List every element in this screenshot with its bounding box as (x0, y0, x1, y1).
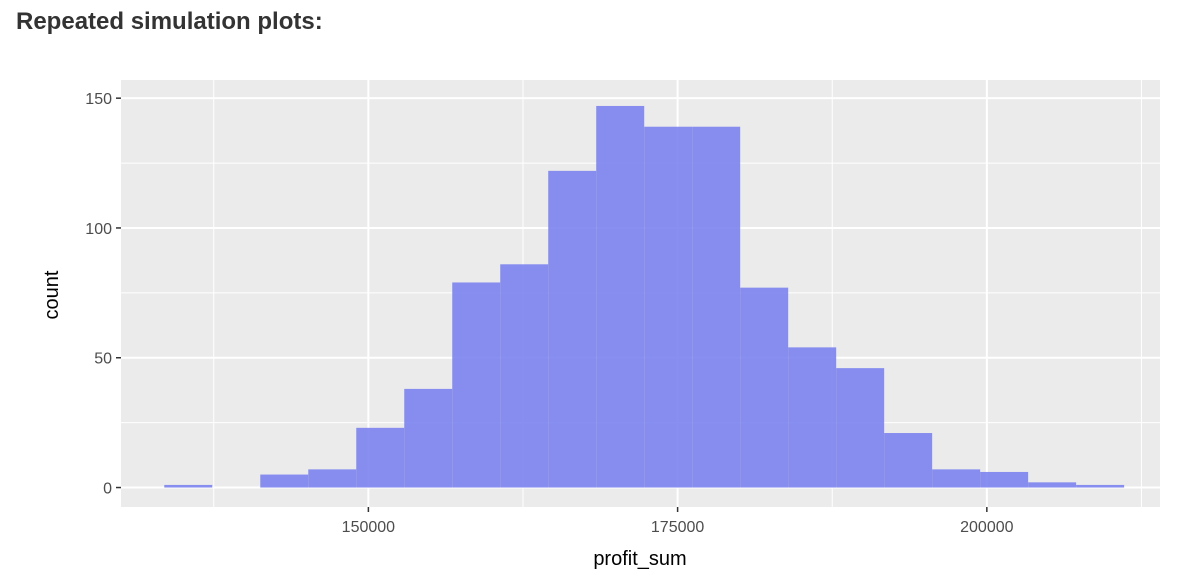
histogram-bar (692, 126, 741, 488)
x-tick-label: 200000 (960, 519, 1013, 536)
histogram-bar (356, 427, 405, 488)
histogram-bars (164, 105, 1125, 488)
histogram-bar (164, 484, 213, 488)
histogram-bar (308, 469, 357, 488)
histogram-bar (788, 347, 837, 488)
x-tick-label: 150000 (342, 519, 395, 536)
y-tick-label: 100 (85, 221, 112, 238)
histogram-bar (260, 474, 309, 488)
histogram-bar (1076, 484, 1125, 488)
axes: 150000 175000 200000 0 50 100 150 (85, 91, 1013, 536)
y-tick-label: 150 (85, 91, 112, 108)
x-axis-label: profit_sum (593, 548, 686, 570)
histogram-bar (980, 471, 1029, 488)
x-tick-label: 175000 (651, 519, 704, 536)
histogram-bar (836, 368, 885, 488)
histogram-bar (404, 388, 453, 488)
y-tick-label: 50 (94, 351, 112, 368)
y-axis-label: count (41, 270, 63, 319)
histogram-bar (740, 287, 789, 488)
histogram-bar (596, 105, 645, 488)
histogram-bar (884, 433, 933, 488)
histogram-bar (644, 126, 693, 488)
histogram-bar (500, 264, 549, 488)
histogram-bar (932, 469, 981, 488)
histogram-bar (452, 282, 501, 488)
histogram-bar (548, 170, 597, 488)
section-heading: Repeated simulation plots: (16, 8, 323, 35)
y-tick-label: 0 (103, 481, 112, 498)
histogram-bar (1028, 482, 1077, 488)
